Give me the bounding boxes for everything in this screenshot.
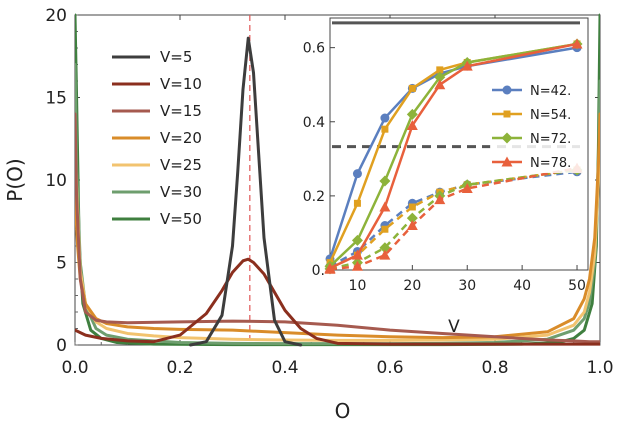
inset-legend-marker-n-54 (503, 110, 511, 118)
inset-marker-solid-n-72 (379, 175, 391, 187)
inset-x-tick-label: 40 (513, 278, 531, 294)
inset-legend-marker-n-42 (502, 85, 512, 95)
y-tick-label: 5 (56, 254, 67, 274)
inset-legend-bg-n-78 (490, 153, 586, 173)
legend-label-v-10: V=10 (160, 75, 202, 93)
legend-label-v-20: V=20 (160, 129, 202, 147)
inset-legend-marker-n-78 (501, 156, 513, 167)
inset-marker-dashed-n-78 (379, 249, 391, 260)
inset-y-tick-label: 0.4 (303, 115, 325, 131)
inset-y-tick-label: 0.6 (303, 41, 325, 57)
y-tick-label: 15 (45, 89, 67, 109)
inset-marker-solid-n-78 (434, 79, 446, 90)
legend-label-v-30: V=30 (160, 183, 202, 201)
y-tick-label: 20 (45, 6, 67, 26)
y-tick-label: 10 (45, 171, 67, 191)
inset-marker-dashed-n-54 (381, 225, 389, 233)
inset-marker-solid-n-54 (408, 84, 416, 92)
inset-plot: 10 20 30 40 50 0. 0.2 0.4 0.6 V N=42. N=54. N=72. N=7… (303, 17, 589, 337)
inset-legend-label-n-72: N=72. (530, 132, 571, 147)
inset-marker-dashed-n-78 (351, 260, 363, 271)
series-line-v-5 (189, 36, 303, 347)
inset-marker-dashed-n-72 (406, 212, 418, 224)
inset-marker-solid-n-78 (406, 119, 418, 130)
inset-x-axis-label: V (448, 317, 460, 337)
x-tick-label: 0.8 (481, 358, 508, 378)
inset-marker-solid-n-78 (571, 38, 583, 49)
main-plot: 0.0 0.2 0.4 0.6 0.8 1.0 0 5 10 15 20 O P(O) V=5 V=10 V=… (3, 6, 614, 423)
inset-marker-dashed-n-78 (406, 220, 418, 231)
inset-y-tick-label: 0.2 (303, 189, 325, 205)
inset-marker-solid-n-78 (379, 201, 391, 212)
inset-marker-solid-n-54 (353, 199, 361, 207)
inset-legend-bg-n-42 (490, 81, 586, 101)
inset-marker-dashed-n-78 (434, 194, 446, 205)
y-axis-label: P(O) (3, 158, 27, 201)
inset-x-tick-label: 30 (458, 278, 476, 294)
x-axis-label: O (335, 399, 351, 423)
inset-marker-solid-n-42 (352, 169, 362, 179)
inset-marker-dashed-n-78 (461, 182, 473, 193)
y-tick-label: 0 (56, 336, 67, 356)
inset-legend-marker-n-72 (501, 132, 513, 144)
legend-label-v-50: V=50 (160, 210, 202, 228)
inset-marker-solid-n-78 (324, 262, 336, 273)
x-tick-label: 0.6 (376, 358, 403, 378)
legend-label-v-25: V=25 (160, 156, 202, 174)
series-line-v-10 (75, 257, 600, 346)
legend-label-v-15: V=15 (160, 102, 202, 120)
x-tick-label: 0.4 (271, 358, 298, 378)
inset-marker-solid-n-78 (461, 60, 473, 71)
inset-legend-label-n-54: N=54. (530, 108, 571, 123)
x-tick-label: 0.2 (166, 358, 193, 378)
inset-marker-solid-n-54 (436, 66, 444, 74)
inset-legend-bg-n-54 (490, 105, 586, 125)
series-line-v-15 (75, 112, 600, 344)
inset-legend-label-n-78: N=78. (530, 156, 571, 171)
legend-label-v-5: V=5 (160, 48, 192, 66)
inset-marker-solid-n-72 (351, 234, 363, 246)
inset-marker-dashed-n-54 (408, 203, 416, 211)
inset-marker-solid-n-78 (351, 249, 363, 260)
inset-marker-solid-n-42 (380, 113, 390, 123)
inset-legend-label-n-42: N=42. (530, 84, 571, 99)
x-tick-label: 1.0 (586, 358, 613, 378)
inset-legend-bg-n-72 (490, 129, 586, 149)
x-tick-label: 0.0 (61, 358, 88, 378)
inset-marker-solid-n-72 (406, 108, 418, 120)
series-group (75, 13, 600, 347)
inset-x-tick-label: 20 (403, 278, 421, 294)
inset-y-tick-label: 0. (312, 263, 325, 279)
inset-marker-solid-n-54 (381, 125, 389, 133)
inset-x-tick-label: 10 (349, 278, 367, 294)
inset-marker-solid-n-72 (434, 71, 446, 83)
inset-x-tick-label: 50 (568, 278, 586, 294)
